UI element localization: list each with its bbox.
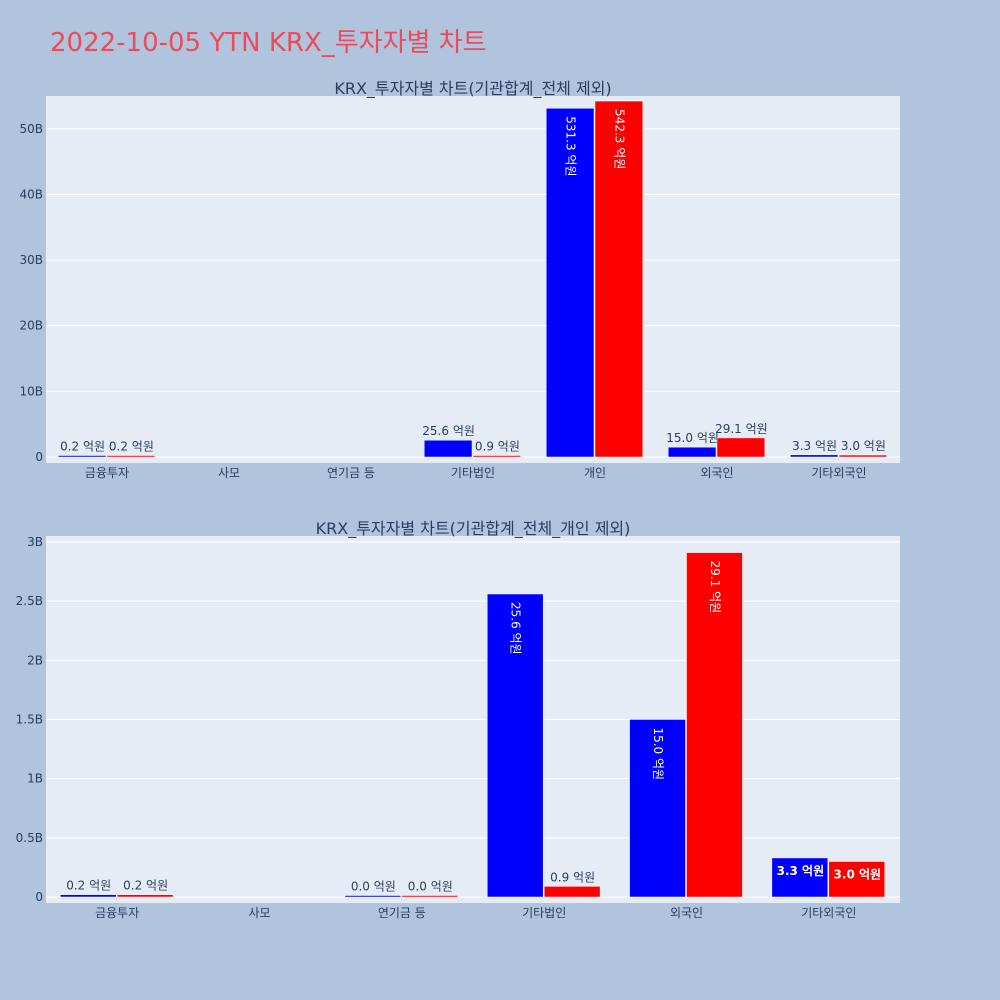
chart-individuals-excluded: 0 0.5B 1B 1.5B 2B 2.5B 3B KRX_투자자별 차트(기관합계_전체_개…: [16, 519, 900, 920]
bar: [686, 552, 743, 898]
y-tick-label: 20B: [19, 319, 43, 333]
x-tick-label: 금융투자: [95, 906, 139, 920]
x-tick-label: 기타법인: [522, 906, 566, 920]
x-tick-label: 금융투자: [85, 466, 129, 480]
y-tick-label: 1B: [27, 772, 43, 786]
data-label: 3.0 억원: [834, 867, 882, 881]
data-label: 3.3 억원: [792, 439, 837, 453]
bar: [59, 894, 117, 898]
y-tick-label: 10B: [19, 384, 43, 398]
bar: [106, 455, 156, 458]
y-tick-label: 2.5B: [16, 594, 43, 608]
y-tick-label: 30B: [19, 253, 43, 267]
data-label: 0.0 억원: [351, 880, 396, 894]
data-label: 0.0 억원: [408, 880, 453, 894]
chart-institutions-excluded: 0 10B 20B 30B 40B 50B KRX_투자자별 차트(기관합계_전체 제외) 금…: [19, 79, 900, 480]
page-title: 2022-10-05 YTN KRX_투자자별 차트: [50, 28, 487, 58]
data-label: 0.2 억원: [109, 440, 154, 454]
bar: [543, 886, 601, 898]
x-tick-label: 외국인: [670, 906, 703, 920]
y-tick-label: 0: [35, 890, 43, 904]
data-label: 0.2 억원: [123, 879, 168, 893]
bar: [401, 895, 459, 898]
data-label: 3.0 억원: [841, 439, 886, 453]
x-tick-label: 사모: [218, 466, 240, 480]
bar: [716, 437, 766, 458]
data-label: 25.6 억원: [422, 424, 475, 438]
bar: [486, 593, 544, 898]
y-tick-label: 50B: [19, 122, 43, 136]
y-tick-label: 1.5B: [16, 712, 43, 726]
x-tick-label: 기타외국인: [801, 906, 856, 920]
data-label: 542.3 억원: [612, 109, 626, 169]
bar: [545, 108, 595, 458]
bar: [667, 446, 717, 458]
bar: [828, 861, 886, 898]
x-tick-label: 개인: [584, 466, 606, 480]
data-label: 0.2 억원: [66, 879, 111, 893]
data-label: 531.3 억원: [564, 116, 578, 176]
bar: [789, 454, 839, 458]
bar: [771, 857, 829, 898]
chart-title: KRX_투자자별 차트(기관합계_전체 제외): [334, 79, 611, 99]
data-label: 0.2 억원: [60, 440, 105, 454]
y-tick-label: 0: [35, 450, 43, 464]
x-tick-label: 기타법인: [451, 466, 495, 480]
data-label: 29.1 억원: [708, 561, 722, 614]
bar: [594, 100, 644, 458]
data-label: 29.1 억원: [715, 422, 768, 436]
data-label: 15.0 억원: [666, 431, 719, 445]
y-tick-label: 40B: [19, 187, 43, 201]
x-tick-label: 외국인: [700, 466, 733, 480]
plot-area: [46, 96, 900, 463]
x-tick-label: 사모: [248, 906, 270, 920]
data-label: 3.3 억원: [777, 864, 825, 878]
bar: [116, 894, 174, 898]
bar: [629, 719, 686, 898]
data-label: 25.6 억원: [509, 602, 523, 655]
x-tick-label: 기타외국인: [811, 466, 866, 480]
data-label: 15.0 억원: [651, 727, 665, 780]
chart-title: KRX_투자자별 차트(기관합계_전체_개인 제외): [316, 519, 631, 539]
data-label: 0.9 억원: [550, 870, 595, 884]
bar: [57, 455, 107, 458]
bar: [838, 454, 888, 458]
y-tick-label: 0.5B: [16, 831, 43, 845]
bar: [423, 439, 473, 458]
bar: [344, 895, 402, 898]
x-tick-label: 연기금 등: [327, 466, 375, 480]
data-label: 0.9 억원: [475, 440, 520, 454]
y-tick-label: 3B: [27, 535, 43, 549]
y-tick-label: 2B: [27, 653, 43, 667]
x-tick-label: 연기금 등: [378, 906, 426, 920]
bar: [472, 455, 522, 458]
